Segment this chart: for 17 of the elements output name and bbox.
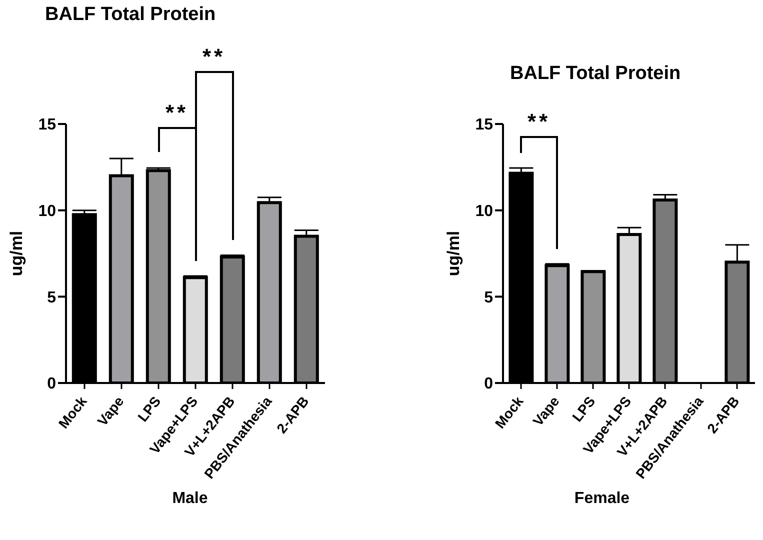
y-tick-label: 10: [38, 203, 56, 220]
chart-title: BALF Total Protein: [510, 63, 682, 85]
chart-title: BALF Total Protein: [45, 4, 217, 26]
y-tick-label: 0: [47, 376, 56, 393]
text: **: [201, 44, 227, 70]
annotation: **: [526, 109, 552, 135]
y-tick-label: 10: [475, 203, 494, 220]
y-tick-label: 5: [484, 289, 494, 306]
x-axis-title: Male: [171, 490, 209, 508]
y-tick-label: 15: [475, 116, 494, 134]
x-axis-title: Female: [573, 490, 631, 508]
y-tick-label: 15: [38, 116, 56, 134]
annotation: **: [164, 100, 190, 126]
y-axis-title: ug/ml: [7, 230, 26, 276]
y-tick-label: 5: [47, 289, 56, 306]
y-tick-label: 0: [484, 376, 494, 393]
y-axis-title: ug/ml: [444, 230, 464, 276]
